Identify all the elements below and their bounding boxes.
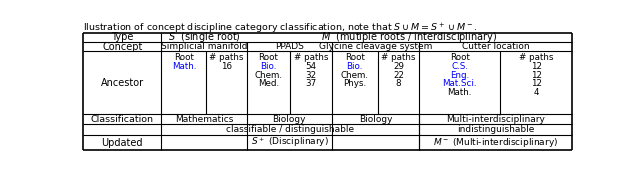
Text: Multi-interdisciplinary: Multi-interdisciplinary [446, 115, 545, 124]
Text: Biology: Biology [359, 115, 392, 124]
Text: $M$  (mutiple roots / interdisciplinary): $M$ (mutiple roots / interdisciplinary) [321, 30, 497, 44]
Text: Type: Type [111, 32, 133, 42]
Text: Phys.: Phys. [343, 79, 366, 88]
Text: 8: 8 [396, 79, 401, 88]
Text: $S^+$ (Disciplinary): $S^+$ (Disciplinary) [252, 136, 330, 149]
Text: Classification: Classification [91, 115, 154, 124]
Text: Updated: Updated [102, 137, 143, 148]
Text: 37: 37 [305, 79, 317, 88]
Text: # paths: # paths [381, 53, 416, 62]
Text: Math.: Math. [172, 62, 196, 71]
Text: Root: Root [450, 53, 470, 62]
Text: 29: 29 [393, 62, 404, 71]
Text: Mat.Sci.: Mat.Sci. [442, 79, 477, 88]
Text: Simplicial manifold: Simplicial manifold [161, 42, 247, 51]
Text: Bio.: Bio. [346, 62, 363, 71]
Text: PPADS: PPADS [275, 42, 304, 51]
Text: 22: 22 [393, 71, 404, 80]
Text: # paths: # paths [519, 53, 554, 62]
Text: Eng.: Eng. [450, 71, 469, 80]
Text: indistinguishable: indistinguishable [457, 125, 534, 134]
Text: Chem.: Chem. [340, 71, 369, 80]
Text: # paths: # paths [209, 53, 244, 62]
Text: 12: 12 [531, 79, 541, 88]
Text: Root: Root [345, 53, 365, 62]
Text: 16: 16 [221, 62, 232, 71]
Text: Glycine cleavage system: Glycine cleavage system [319, 42, 433, 51]
Text: Med.: Med. [258, 79, 279, 88]
Text: llustration of concept discipline category classification, note that $S \cup M =: llustration of concept discipline catego… [83, 22, 477, 36]
Text: Mathematics: Mathematics [175, 115, 233, 124]
Text: 12: 12 [531, 71, 541, 80]
Text: Biology: Biology [273, 115, 306, 124]
Text: Chem.: Chem. [254, 71, 282, 80]
Text: Root: Root [259, 53, 278, 62]
Text: # paths: # paths [294, 53, 328, 62]
Text: 32: 32 [305, 71, 317, 80]
Text: Math.: Math. [447, 88, 472, 97]
Text: 4: 4 [533, 88, 539, 97]
Text: classifiable / distinguishable: classifiable / distinguishable [227, 125, 355, 134]
Text: $M^-$ (Multi-interdisciplinary): $M^-$ (Multi-interdisciplinary) [433, 136, 558, 149]
Text: Ancestor: Ancestor [100, 78, 144, 88]
Text: Cutter location: Cutter location [462, 42, 530, 51]
Text: 54: 54 [305, 62, 317, 71]
Text: Concept: Concept [102, 42, 143, 52]
Text: C.S.: C.S. [451, 62, 468, 71]
Text: Bio.: Bio. [260, 62, 276, 71]
Text: Root: Root [174, 53, 194, 62]
Text: $S$  (single root): $S$ (single root) [168, 30, 241, 44]
Text: 12: 12 [531, 62, 541, 71]
